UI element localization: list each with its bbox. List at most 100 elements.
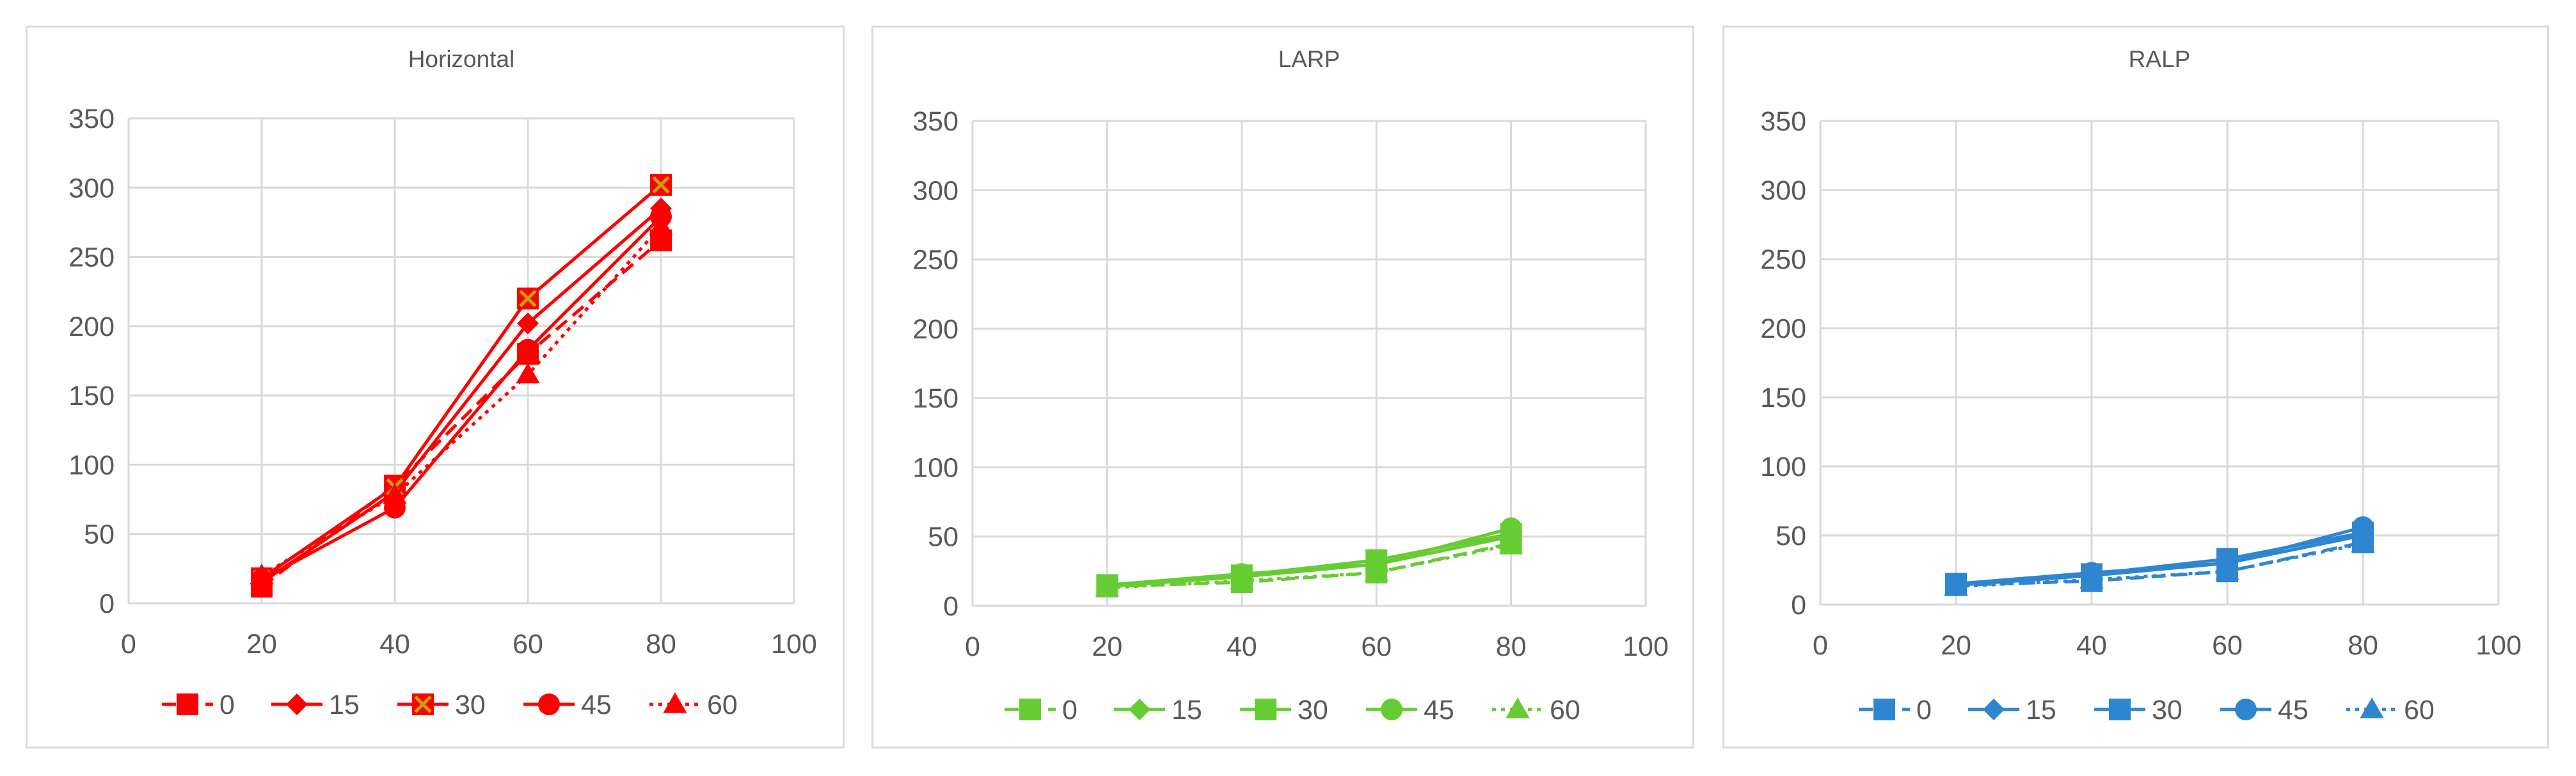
x-tick-label: 80: [1496, 631, 1527, 662]
series-line: [260, 207, 662, 584]
chart-panel-larp: LARP 0 50 100 150 200 250 300 350 0 20 40 60 80 100 0 15…: [871, 26, 1694, 748]
data-point: [517, 312, 539, 335]
legend-marker: [2360, 697, 2384, 718]
y-tick-label: 200: [912, 314, 958, 345]
series-line: [260, 184, 662, 580]
legend-marker: [663, 692, 687, 713]
legend-item-30: 30: [1240, 695, 1328, 725]
data-point: [2352, 516, 2374, 539]
data-point-x: [652, 176, 670, 194]
data-point: [649, 214, 673, 235]
series-60: [1095, 533, 1523, 597]
series-line: [1107, 542, 1512, 589]
series-line: [1955, 525, 2364, 586]
chart-panel-horizontal: Horizontal 0 50 100 150 200 250 300 350 0 20 40 60 80…: [26, 26, 845, 748]
legend-label: 60: [1550, 695, 1580, 725]
series-60: [1944, 532, 2375, 596]
legend-label: 45: [1424, 695, 1454, 725]
legend-marker: [1873, 699, 1895, 720]
legend-marker: [1983, 699, 2005, 720]
data-point: [250, 563, 274, 585]
data-point: [2079, 567, 2104, 589]
y-tick-label: 200: [68, 312, 115, 342]
series-line: [260, 225, 662, 577]
series-30: [251, 173, 672, 590]
x-tick-label: 100: [2476, 630, 2522, 661]
chart-title: RALP: [2129, 46, 2191, 72]
chart-ralp: RALP 0 50 100 150 200 250 300 350 0 20 40 60 80 100 0 15…: [1760, 46, 2522, 725]
y-tick-label: 150: [68, 381, 115, 411]
data-point: [1499, 533, 1523, 554]
legend-item-0: 0: [1005, 695, 1077, 725]
y-tick-label: 300: [1760, 175, 1806, 206]
legend-item-15: 15: [1114, 695, 1202, 725]
data-point: [1500, 517, 1522, 539]
x-tick-label: 20: [246, 629, 277, 660]
x-tick-label: 100: [771, 629, 817, 660]
x-tick-label: 20: [1941, 630, 1971, 661]
x-tick-label: 80: [646, 629, 676, 660]
y-tick-label: 350: [68, 104, 115, 134]
legend-marker: [2235, 699, 2257, 720]
y-tick-label: 250: [1760, 244, 1806, 275]
data-point: [1944, 574, 1968, 596]
legend-marker-x: [414, 695, 432, 713]
legend-marker: [1255, 699, 1276, 720]
x-tick-label: 60: [513, 629, 543, 660]
y-tick-label: 250: [912, 245, 958, 276]
x-tick-label: 100: [1623, 631, 1669, 662]
series-line: [1955, 542, 2364, 589]
legend-label: 60: [707, 690, 738, 720]
series-line: [1955, 541, 2364, 587]
y-tick-label: 100: [912, 452, 958, 483]
legend-label: 30: [2152, 695, 2182, 725]
chart-title: Horizontal: [408, 46, 515, 72]
y-tick-label: 50: [1776, 521, 1806, 551]
x-tick-label: 0: [1813, 630, 1828, 661]
legend-marker: [177, 693, 198, 715]
x-tick-label: 60: [1361, 631, 1392, 662]
legend-item-45: 45: [1366, 695, 1454, 725]
x-tick-label: 20: [1092, 631, 1122, 662]
legend-label: 30: [1298, 695, 1328, 725]
y-tick-label: 150: [912, 383, 958, 414]
legend-item-60: 60: [2346, 695, 2435, 725]
x-tick-label: 40: [379, 629, 410, 660]
data-point-x: [519, 289, 537, 308]
legend-marker: [286, 693, 308, 715]
chart-title: LARP: [1278, 46, 1340, 72]
x-tick-label: 80: [2348, 630, 2378, 661]
legend-label: 45: [2278, 695, 2309, 725]
legend-item-0: 0: [162, 690, 235, 720]
legend-item-15: 15: [271, 690, 360, 720]
legend-item-0: 0: [1859, 695, 1932, 725]
legend-label: 45: [581, 690, 612, 720]
legend-label: 0: [1062, 695, 1077, 725]
x-tick-label: 60: [2212, 630, 2243, 661]
data-point: [1364, 560, 1388, 582]
legend-marker: [1019, 699, 1041, 720]
legend-item-45: 45: [2220, 695, 2309, 725]
x-tick-label: 40: [2076, 630, 2107, 661]
legend-label: 15: [329, 690, 360, 720]
y-tick-label: 0: [943, 591, 958, 622]
data-point: [517, 338, 539, 361]
y-tick-label: 0: [1791, 590, 1806, 621]
x-tick-label: 40: [1227, 631, 1257, 662]
legend-label: 0: [219, 690, 235, 720]
data-point: [516, 362, 540, 384]
legend-marker: [1381, 699, 1403, 720]
chart-panel-ralp: RALP 0 50 100 150 200 250 300 350 0 20 40 60 80 100 0 15…: [1722, 26, 2549, 748]
series-45: [251, 205, 672, 591]
y-tick-label: 350: [912, 106, 958, 137]
legend-item-60: 60: [1492, 695, 1580, 725]
y-tick-label: 250: [68, 242, 115, 273]
data-point: [2351, 532, 2375, 553]
legend-marker: [538, 693, 560, 715]
y-tick-label: 0: [99, 589, 115, 619]
legend-label: 30: [455, 690, 486, 720]
series-line: [260, 239, 662, 589]
legend-item-15: 15: [1968, 695, 2056, 725]
series-line: [260, 215, 662, 582]
y-tick-label: 200: [1760, 313, 1806, 344]
